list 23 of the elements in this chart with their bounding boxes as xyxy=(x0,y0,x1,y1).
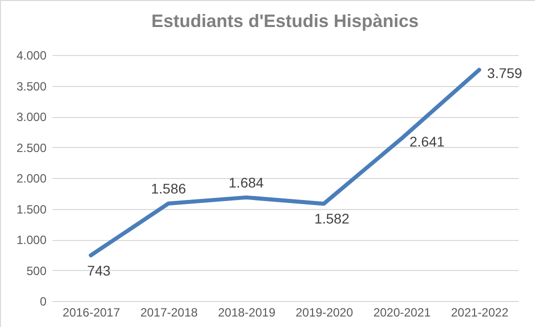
y-tick-label: 4.000 xyxy=(16,48,47,62)
chart-title: Estudiants d'Estudis Hispànics xyxy=(151,11,419,31)
data-label: 1.684 xyxy=(228,174,264,190)
x-tick-label: 2016-2017 xyxy=(62,306,120,320)
data-label: 1.582 xyxy=(314,210,350,227)
y-tick-label: 500 xyxy=(26,264,47,278)
line-series xyxy=(88,68,482,258)
y-tick-label: 0 xyxy=(40,294,47,308)
y-tick-label: 2.000 xyxy=(16,172,47,186)
data-label: 743 xyxy=(87,262,111,278)
x-tick-label: 2017-2018 xyxy=(140,306,198,320)
data-label: 2.641 xyxy=(410,134,445,150)
data-label: 1.586 xyxy=(150,180,186,196)
y-tick-label: 1.500 xyxy=(16,202,47,216)
x-tick-label: 2021-2022 xyxy=(450,306,509,320)
y-tick-label: 2.500 xyxy=(16,140,47,155)
x-tick-label: 2018-2019 xyxy=(218,306,276,320)
x-tick-label: 2019-2020 xyxy=(296,306,354,320)
y-tick-label: 3.500 xyxy=(16,79,47,94)
y-tick-label: 3.000 xyxy=(16,110,47,124)
y-tick-label: 1.000 xyxy=(16,233,47,247)
x-tick-label: 2020-2021 xyxy=(373,306,432,320)
data-label: 3.759 xyxy=(487,64,522,81)
